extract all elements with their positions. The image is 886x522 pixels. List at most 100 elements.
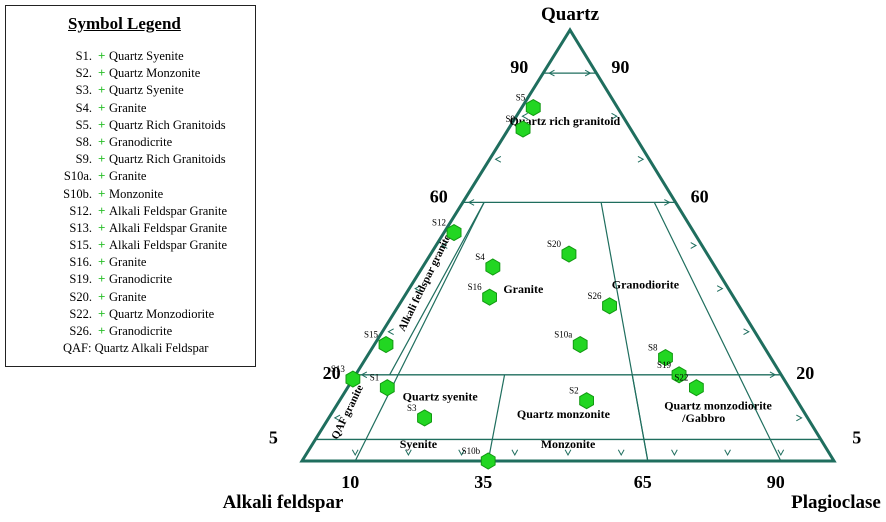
legend-item-code: S15. bbox=[69, 238, 92, 253]
sample-marker-s22 bbox=[689, 379, 704, 397]
sample-label: S10a bbox=[554, 330, 572, 340]
q-tick-label-right: 60 bbox=[691, 186, 709, 206]
apex-label-alkali-feldspar: Alkali feldspar bbox=[223, 492, 344, 513]
legend-item-name: Alkali Feldspar Granite bbox=[109, 220, 228, 235]
tick-mark bbox=[617, 449, 625, 457]
tick-mark bbox=[405, 449, 412, 457]
legend-item: S16. + Granite bbox=[6, 254, 255, 272]
field-boundary-line bbox=[487, 374, 506, 462]
tick-mark bbox=[769, 371, 777, 379]
legend-item-code: S13. bbox=[69, 220, 92, 235]
field-boundary-line bbox=[600, 202, 649, 462]
legend-item-code: S22. bbox=[69, 306, 92, 321]
tick-mark bbox=[777, 449, 785, 457]
legend-item: S13. + Alkali Feldspar Granite bbox=[6, 219, 255, 238]
legend-item: S2. + Quartz Monzonite bbox=[6, 65, 255, 83]
sample-marker-s10b bbox=[480, 452, 496, 470]
sample-marker-s10a bbox=[572, 336, 588, 354]
tick-mark bbox=[716, 285, 724, 292]
sample-marker-s26 bbox=[602, 297, 617, 315]
plus-icon: + bbox=[98, 185, 106, 201]
legend-item-code: S26. bbox=[69, 324, 92, 338]
plus-icon: + bbox=[98, 48, 106, 63]
tick-mark bbox=[414, 285, 421, 292]
legend-item: S1. + Quartz Syenite bbox=[6, 48, 255, 66]
legend-item-name: Quartz Syenite bbox=[109, 83, 184, 98]
sample-label: S8 bbox=[648, 343, 658, 353]
p-tick-label: 65 bbox=[634, 472, 652, 492]
plus-icon: + bbox=[98, 288, 106, 304]
p-tick-label: 10 bbox=[341, 472, 359, 492]
sample-marker-s9 bbox=[515, 120, 531, 138]
legend-item-name: Granite bbox=[109, 100, 147, 115]
p-tick-label: 90 bbox=[767, 472, 785, 492]
sample-label: S10b bbox=[462, 446, 481, 456]
sample-label: S2 bbox=[569, 386, 579, 396]
plus-icon: + bbox=[98, 305, 106, 321]
sample-label: S19 bbox=[657, 360, 672, 370]
sample-label: S3 bbox=[407, 403, 417, 413]
tick-mark bbox=[724, 449, 731, 457]
sample-label: S16 bbox=[468, 282, 483, 292]
plus-icon: + bbox=[98, 151, 106, 167]
plus-icon: + bbox=[98, 99, 106, 115]
legend-item: S22. + Quartz Monzodiorite bbox=[6, 305, 255, 324]
field-label: Granodiorite bbox=[612, 278, 680, 292]
field-label: Syenite bbox=[400, 437, 438, 451]
sample-label: S13 bbox=[331, 364, 346, 374]
field-label: /Gabbro bbox=[681, 411, 725, 425]
tick-mark bbox=[333, 414, 341, 422]
q-tick-label-left: 90 bbox=[510, 57, 528, 77]
sample-marker-s8 bbox=[658, 349, 673, 367]
sample-marker-s16 bbox=[482, 288, 497, 306]
legend-item-name: Granodicrite bbox=[109, 272, 173, 287]
sample-label: S9 bbox=[506, 114, 516, 124]
legend-item-code: S1. bbox=[75, 49, 92, 63]
legend-item: S9. + Quartz Rich Granitoids bbox=[6, 151, 255, 169]
plus-icon: + bbox=[98, 219, 106, 235]
plus-icon: + bbox=[98, 168, 106, 184]
sample-marker-s13 bbox=[345, 370, 361, 388]
plus-icon: + bbox=[98, 271, 106, 287]
legend-item-code: S10a. bbox=[63, 169, 92, 184]
tick-mark bbox=[584, 69, 592, 77]
sample-label: S4 bbox=[475, 252, 485, 262]
tick-mark bbox=[360, 371, 368, 379]
legend-item-name: Monzonite bbox=[109, 186, 164, 201]
legend-item-name: Granite bbox=[109, 255, 147, 270]
legend-item: S15. + Alkali Feldspar Granite bbox=[6, 237, 255, 255]
legend-item: S3. + Quartz Syenite bbox=[6, 82, 255, 100]
legend-item: S5. + Quartz Rich Granitoids bbox=[6, 117, 255, 135]
legend-item: S12. + Alkali Feldspar Granite bbox=[6, 203, 255, 221]
sample-marker-s5 bbox=[525, 99, 541, 117]
q-tick-label-left: 60 bbox=[430, 186, 448, 206]
legend-item-code: S19. bbox=[69, 272, 92, 287]
tick-mark bbox=[387, 328, 394, 336]
legend-item-code: S3. bbox=[75, 83, 92, 98]
legend-item-name: Quartz Rich Granitoids bbox=[109, 152, 226, 167]
tick-mark bbox=[743, 328, 750, 336]
plus-icon: + bbox=[98, 254, 106, 270]
apex-label-plagioclase: Plagioclase bbox=[791, 492, 881, 513]
q-tick-label-left: 5 bbox=[269, 427, 278, 447]
sample-label: S15 bbox=[364, 330, 379, 340]
q-tick-label-right: 20 bbox=[796, 363, 814, 383]
sample-marker-s19 bbox=[671, 366, 687, 384]
sample-label: S1 bbox=[370, 373, 380, 383]
tick-mark bbox=[671, 449, 678, 457]
triangle-outline bbox=[299, 27, 837, 463]
legend-item-name: Quartz Syenite bbox=[109, 49, 184, 63]
apex-label-quartz: Quartz bbox=[541, 4, 600, 25]
legend-item-name: Granodicrite bbox=[109, 134, 173, 149]
sample-marker-s3 bbox=[417, 409, 432, 427]
legend-title: Symbol Legend bbox=[68, 14, 181, 33]
legend-item-name: Quartz Monzonite bbox=[109, 66, 201, 81]
tick-mark bbox=[458, 449, 465, 457]
tick-mark bbox=[521, 112, 528, 120]
legend-item-name: Granodicrite bbox=[109, 324, 173, 338]
field-label: QAF granite bbox=[329, 383, 366, 442]
legend-item: S8. + Granodicrite bbox=[6, 134, 255, 152]
field-label: Quartz syenite bbox=[403, 390, 479, 404]
legend-item: S20. + Granite bbox=[6, 288, 255, 307]
